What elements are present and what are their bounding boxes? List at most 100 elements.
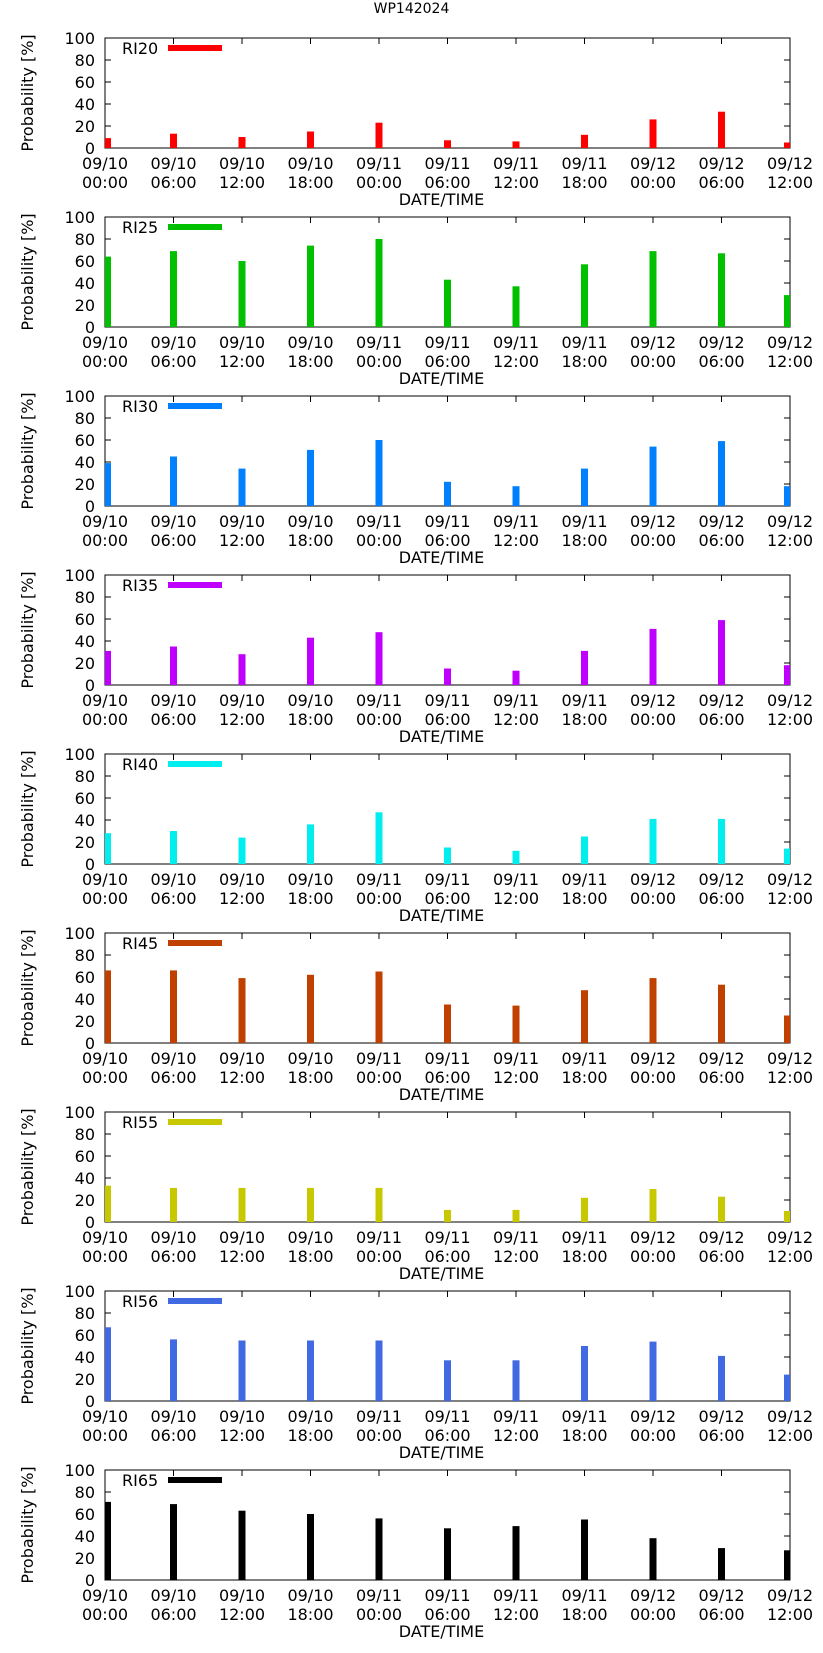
bar-ri40 bbox=[307, 824, 314, 864]
bar-ri56 bbox=[649, 1341, 657, 1401]
bar-ri45 bbox=[238, 978, 246, 1043]
bar-ri55 bbox=[512, 1209, 520, 1222]
bar-ri45 bbox=[581, 990, 588, 1043]
bar-ri45 bbox=[375, 971, 383, 1043]
x-tick-label: 09/10 bbox=[82, 154, 128, 173]
y-tick-label: 0 bbox=[85, 855, 95, 874]
bar-ri30 bbox=[105, 463, 111, 506]
x-axis-label: DATE/TIME bbox=[399, 548, 484, 567]
x-tick-label: 09/11 bbox=[356, 870, 402, 889]
x-tick-label: 00:00 bbox=[630, 173, 676, 192]
bar-ri40 bbox=[784, 848, 790, 864]
bar-ri20 bbox=[784, 142, 790, 148]
x-tick-label: 18:00 bbox=[287, 1068, 333, 1087]
legend-label: RI25 bbox=[122, 218, 158, 237]
bar-ri55 bbox=[649, 1189, 657, 1222]
x-tick-label: 09/11 bbox=[424, 870, 470, 889]
y-tick-label: 80 bbox=[75, 1125, 95, 1144]
x-axis-label: DATE/TIME bbox=[399, 1443, 484, 1462]
x-tick-label: 09/11 bbox=[424, 512, 470, 531]
x-tick-label: 09/10 bbox=[287, 1228, 333, 1247]
bar-ri55 bbox=[718, 1196, 725, 1222]
x-tick-label: 09/10 bbox=[150, 154, 196, 173]
x-tick-label: 12:00 bbox=[219, 173, 265, 192]
x-tick-label: 09/11 bbox=[424, 1228, 470, 1247]
x-tick-label: 09/11 bbox=[493, 1586, 539, 1605]
x-tick-label: 09/11 bbox=[561, 512, 607, 531]
bar-ri35 bbox=[105, 650, 111, 685]
x-tick-label: 09/10 bbox=[82, 691, 128, 710]
x-tick-label: 00:00 bbox=[356, 1605, 402, 1624]
x-tick-label: 09/10 bbox=[219, 1586, 265, 1605]
bar-ri20 bbox=[649, 119, 657, 148]
bar-ri35 bbox=[170, 646, 177, 685]
x-axis-label: DATE/TIME bbox=[399, 727, 484, 746]
y-tick-label: 0 bbox=[85, 1392, 95, 1411]
y-tick-label: 20 bbox=[75, 1370, 95, 1389]
legend-label: RI40 bbox=[122, 755, 158, 774]
bar-ri25 bbox=[581, 264, 588, 327]
x-tick-label: 09/11 bbox=[356, 512, 402, 531]
x-tick-label: 09/12 bbox=[767, 1407, 813, 1426]
x-tick-label: 12:00 bbox=[219, 352, 265, 371]
x-tick-label: 12:00 bbox=[493, 1605, 539, 1624]
bar-ri35 bbox=[307, 637, 314, 685]
bar-ri40 bbox=[444, 847, 451, 864]
x-tick-label: 06:00 bbox=[698, 173, 744, 192]
bar-ri55 bbox=[444, 1209, 451, 1222]
x-tick-label: 09/11 bbox=[356, 1407, 402, 1426]
x-tick-label: 18:00 bbox=[287, 1247, 333, 1266]
x-tick-label: 06:00 bbox=[150, 889, 196, 908]
x-tick-label: 12:00 bbox=[767, 710, 813, 729]
x-tick-label: 09/10 bbox=[150, 512, 196, 531]
bar-ri30 bbox=[375, 440, 383, 506]
bar-ri20 bbox=[581, 134, 588, 148]
bar-ri25 bbox=[784, 295, 790, 327]
x-tick-label: 09/12 bbox=[698, 691, 744, 710]
x-tick-label: 00:00 bbox=[82, 1426, 128, 1445]
y-tick-label: 20 bbox=[75, 475, 95, 494]
x-tick-label: 09/11 bbox=[356, 1049, 402, 1068]
x-tick-label: 06:00 bbox=[698, 1605, 744, 1624]
x-tick-label: 18:00 bbox=[287, 352, 333, 371]
x-tick-label: 09/10 bbox=[150, 1407, 196, 1426]
bar-ri45 bbox=[649, 978, 657, 1043]
x-tick-label: 09/11 bbox=[356, 333, 402, 352]
x-tick-label: 09/11 bbox=[493, 1407, 539, 1426]
x-tick-label: 09/11 bbox=[356, 691, 402, 710]
bar-ri65 bbox=[307, 1514, 314, 1580]
y-tick-label: 40 bbox=[75, 1527, 95, 1546]
y-tick-label: 0 bbox=[85, 139, 95, 158]
plot-frame bbox=[104, 1111, 791, 1223]
x-tick-label: 09/11 bbox=[561, 870, 607, 889]
bar-ri20 bbox=[105, 138, 111, 148]
x-tick-label: 00:00 bbox=[356, 710, 402, 729]
y-tick-label: 100 bbox=[64, 1461, 95, 1480]
x-tick-label: 06:00 bbox=[150, 1605, 196, 1624]
x-tick-label: 09/11 bbox=[561, 1407, 607, 1426]
x-tick-label: 06:00 bbox=[698, 531, 744, 550]
x-tick-label: 09/11 bbox=[493, 691, 539, 710]
bar-ri55 bbox=[784, 1211, 790, 1222]
bar-ri56 bbox=[718, 1355, 725, 1401]
x-tick-label: 06:00 bbox=[150, 173, 196, 192]
bar-ri40 bbox=[375, 812, 383, 864]
y-axis-label: Probability [%] bbox=[18, 392, 37, 509]
y-tick-label: 0 bbox=[85, 1571, 95, 1590]
y-tick-label: 60 bbox=[75, 968, 95, 987]
x-tick-label: 09/10 bbox=[82, 1586, 128, 1605]
x-tick-label: 09/11 bbox=[424, 1586, 470, 1605]
y-axis-label: Probability [%] bbox=[18, 571, 37, 688]
y-tick-label: 60 bbox=[75, 789, 95, 808]
bar-ri30 bbox=[718, 441, 725, 506]
bar-ri65 bbox=[444, 1528, 451, 1580]
bar-ri56 bbox=[375, 1340, 383, 1401]
x-tick-label: 12:00 bbox=[493, 1426, 539, 1445]
x-tick-label: 09/11 bbox=[424, 1407, 470, 1426]
y-tick-label: 20 bbox=[75, 117, 95, 136]
y-tick-label: 100 bbox=[64, 29, 95, 48]
x-tick-label: 06:00 bbox=[150, 531, 196, 550]
x-tick-label: 12:00 bbox=[219, 1605, 265, 1624]
bar-ri25 bbox=[307, 245, 314, 327]
bar-ri55 bbox=[307, 1187, 314, 1222]
